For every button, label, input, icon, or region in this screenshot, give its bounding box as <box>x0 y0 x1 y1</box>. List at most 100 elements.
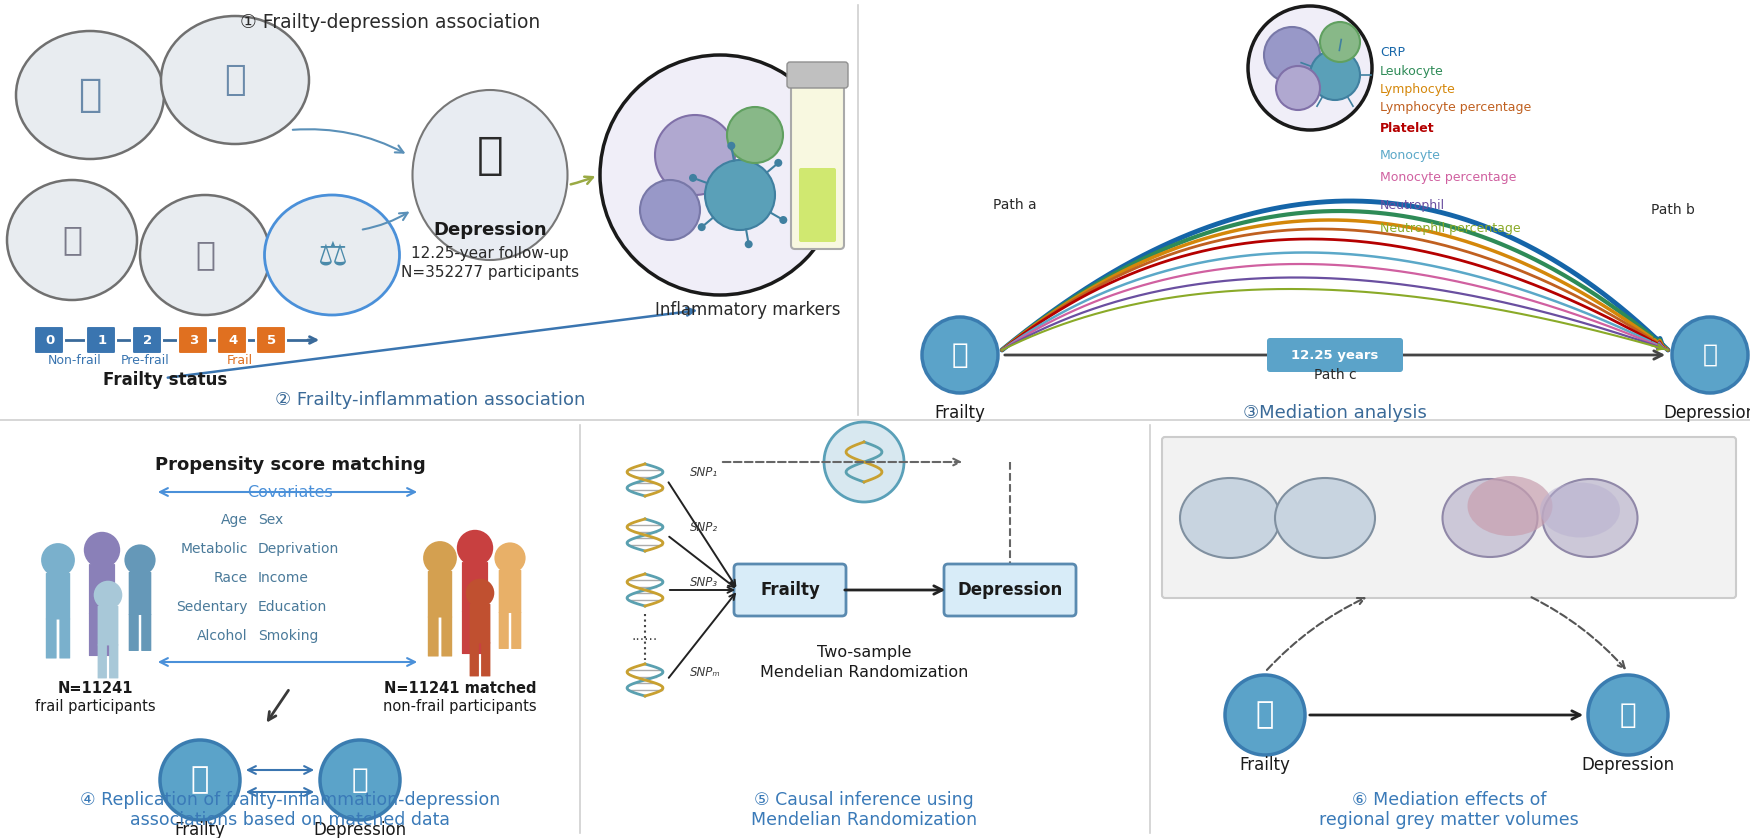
Circle shape <box>690 174 696 182</box>
Circle shape <box>600 55 840 295</box>
FancyBboxPatch shape <box>60 618 70 659</box>
Ellipse shape <box>413 90 567 260</box>
Text: Monocyte percentage: Monocyte percentage <box>1381 172 1516 184</box>
Text: frail participants: frail participants <box>35 699 156 713</box>
Text: Covariates: Covariates <box>247 484 332 499</box>
FancyBboxPatch shape <box>800 168 836 242</box>
Text: Path a: Path a <box>994 198 1036 212</box>
FancyBboxPatch shape <box>130 614 138 651</box>
Text: 5: 5 <box>268 334 276 346</box>
Text: Mendelian Randomization: Mendelian Randomization <box>760 665 968 680</box>
FancyBboxPatch shape <box>1162 437 1736 598</box>
Text: N=352277 participants: N=352277 participants <box>401 265 579 280</box>
Ellipse shape <box>264 195 399 315</box>
FancyBboxPatch shape <box>427 617 439 656</box>
Text: Metabolic: Metabolic <box>180 542 248 556</box>
Text: Frailty: Frailty <box>760 581 821 599</box>
FancyBboxPatch shape <box>788 62 849 88</box>
Text: Pre-frail: Pre-frail <box>121 354 170 366</box>
Text: ⑤ Causal inference using: ⑤ Causal inference using <box>754 791 973 809</box>
Circle shape <box>94 581 123 609</box>
Circle shape <box>654 115 735 195</box>
Text: Sedentary: Sedentary <box>177 600 248 614</box>
Text: Deprivation: Deprivation <box>257 542 340 556</box>
Text: Inflammatory markers: Inflammatory markers <box>654 301 840 319</box>
Circle shape <box>1671 317 1748 393</box>
Text: regional grey matter volumes: regional grey matter volumes <box>1320 811 1578 829</box>
Circle shape <box>466 579 493 608</box>
FancyBboxPatch shape <box>86 326 116 354</box>
FancyBboxPatch shape <box>89 613 100 656</box>
Text: Education: Education <box>257 600 327 614</box>
Ellipse shape <box>140 195 270 315</box>
Circle shape <box>40 543 75 577</box>
Text: Age: Age <box>220 513 248 527</box>
Circle shape <box>320 740 401 820</box>
Text: Neutrophil percentage: Neutrophil percentage <box>1381 221 1521 235</box>
Text: Monocyte: Monocyte <box>1381 148 1440 162</box>
FancyBboxPatch shape <box>46 618 56 659</box>
FancyBboxPatch shape <box>791 76 844 249</box>
Text: Depression: Depression <box>1582 756 1675 774</box>
Circle shape <box>824 422 905 502</box>
Text: ③Mediation analysis: ③Mediation analysis <box>1242 404 1426 422</box>
Ellipse shape <box>1180 478 1279 558</box>
Text: N=11241: N=11241 <box>58 680 133 696</box>
Text: Frailty: Frailty <box>175 821 226 838</box>
Text: 12.25-year follow-up: 12.25-year follow-up <box>411 246 569 261</box>
Circle shape <box>424 541 457 575</box>
Circle shape <box>1311 50 1360 100</box>
Text: ⚖: ⚖ <box>317 239 346 272</box>
Text: Propensity score matching: Propensity score matching <box>154 456 425 474</box>
Text: SNP₂: SNP₂ <box>690 520 717 534</box>
FancyBboxPatch shape <box>131 326 163 354</box>
Text: Smoking: Smoking <box>257 629 318 643</box>
Text: 🚶: 🚶 <box>191 765 210 794</box>
Text: Non-frail: Non-frail <box>49 354 102 366</box>
Ellipse shape <box>161 16 310 144</box>
Circle shape <box>640 180 700 240</box>
Ellipse shape <box>1468 476 1552 536</box>
Text: Two-sample: Two-sample <box>817 644 912 660</box>
FancyBboxPatch shape <box>103 613 116 656</box>
Text: Platelet: Platelet <box>1381 122 1435 135</box>
FancyBboxPatch shape <box>130 572 150 615</box>
Text: Mendelian Randomization: Mendelian Randomization <box>751 811 977 829</box>
FancyBboxPatch shape <box>178 326 208 354</box>
Circle shape <box>84 532 121 568</box>
Text: ① Frailty-depression association: ① Frailty-depression association <box>240 13 541 32</box>
Circle shape <box>1264 27 1320 83</box>
Ellipse shape <box>7 180 136 300</box>
Circle shape <box>774 159 782 167</box>
Circle shape <box>698 223 705 231</box>
FancyBboxPatch shape <box>33 326 65 354</box>
Circle shape <box>1587 675 1668 755</box>
Text: Neutrophil: Neutrophil <box>1381 199 1445 211</box>
Text: Depression: Depression <box>957 581 1062 599</box>
Text: 3: 3 <box>189 334 200 346</box>
Text: ④ Replication of frailty-inflammation-depression: ④ Replication of frailty-inflammation-de… <box>80 791 500 809</box>
Circle shape <box>495 542 525 573</box>
Text: SNP₃: SNP₃ <box>690 576 717 588</box>
Text: non-frail participants: non-frail participants <box>383 699 537 713</box>
Circle shape <box>746 241 752 248</box>
Text: Sex: Sex <box>257 513 284 527</box>
Circle shape <box>1320 22 1360 62</box>
Text: 🪑: 🪑 <box>194 239 215 272</box>
FancyBboxPatch shape <box>481 643 490 676</box>
Text: 2: 2 <box>144 334 152 346</box>
FancyBboxPatch shape <box>511 612 522 649</box>
Text: SNP₁: SNP₁ <box>690 465 717 478</box>
Text: 🧠: 🧠 <box>352 766 367 794</box>
FancyBboxPatch shape <box>943 564 1076 616</box>
Ellipse shape <box>16 31 164 159</box>
FancyBboxPatch shape <box>46 573 70 619</box>
Circle shape <box>457 530 493 566</box>
FancyBboxPatch shape <box>427 571 452 618</box>
FancyBboxPatch shape <box>499 570 522 613</box>
Text: 🧠: 🧠 <box>476 133 504 177</box>
Text: Alcohol: Alcohol <box>198 629 248 643</box>
FancyBboxPatch shape <box>499 612 509 649</box>
Text: CRP: CRP <box>1381 45 1405 59</box>
Circle shape <box>159 740 240 820</box>
